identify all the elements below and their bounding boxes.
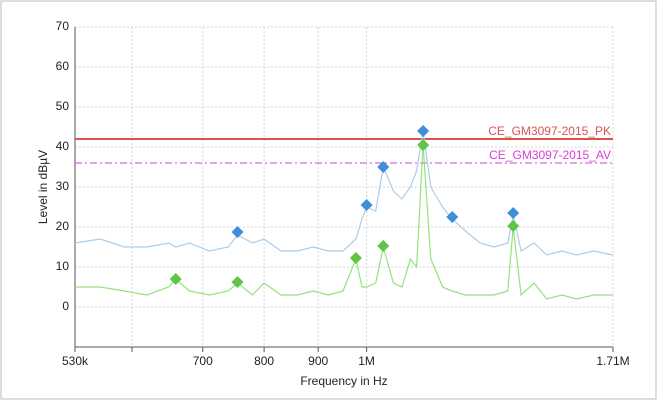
peak-marker xyxy=(231,226,244,238)
peak-marker xyxy=(360,199,373,211)
y-tick-label: 50 xyxy=(56,99,70,113)
y-tick-label: 30 xyxy=(56,179,70,193)
x-tick-label: 530k xyxy=(62,354,89,368)
peak-marker xyxy=(377,161,390,173)
y-tick-label: 60 xyxy=(56,59,70,73)
trace xyxy=(75,144,613,300)
y-tick-label: 70 xyxy=(56,19,70,33)
x-tick-label: 1M xyxy=(358,354,375,368)
peak-marker xyxy=(507,207,520,219)
peak-marker xyxy=(446,211,459,223)
trace xyxy=(74,130,614,256)
y-tick-label: 10 xyxy=(56,259,70,273)
y-tick-label: 0 xyxy=(62,299,69,313)
x-tick-label: 800 xyxy=(254,354,274,368)
y-tick-label: 20 xyxy=(56,219,70,233)
peak-marker xyxy=(417,125,430,137)
x-tick-label: 1.71M xyxy=(596,354,629,368)
peak-marker xyxy=(417,139,430,151)
x-tick-label: 900 xyxy=(308,354,328,368)
y-axis-label: Level in dBµV xyxy=(36,150,50,224)
limit-label: CE_GM3097-2015_PK xyxy=(488,124,611,138)
y-tick-label: 40 xyxy=(56,139,70,153)
x-axis-label: Frequency in Hz xyxy=(300,374,387,388)
limit-label: CE_GM3097-2015_AV xyxy=(489,148,611,162)
peak-marker xyxy=(169,273,182,285)
peak-marker xyxy=(231,276,244,288)
peak-marker xyxy=(377,240,390,252)
x-tick-label: 700 xyxy=(193,354,213,368)
peak-marker xyxy=(349,252,362,264)
peak-marker xyxy=(507,220,520,232)
